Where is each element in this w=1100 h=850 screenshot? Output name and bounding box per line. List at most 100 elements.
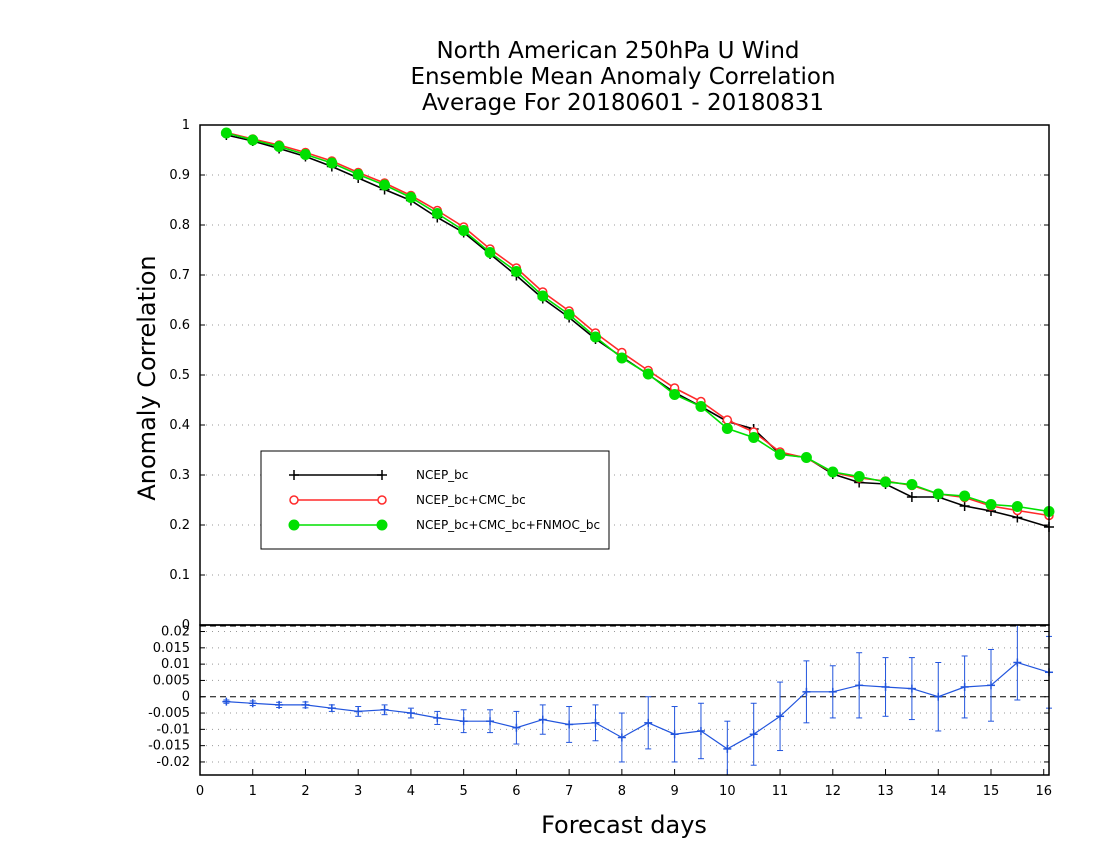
data-point bbox=[431, 208, 443, 219]
y-tick-label: 0.9 bbox=[169, 168, 190, 183]
y-tick-label: 0.015 bbox=[153, 641, 190, 656]
title-line-3: Average For 20180601 - 20180831 bbox=[422, 90, 824, 116]
x-tick-label: 9 bbox=[670, 784, 678, 799]
data-point bbox=[617, 733, 626, 742]
data-point bbox=[326, 157, 338, 169]
y-tick-label: 0.02 bbox=[161, 625, 190, 640]
data-point bbox=[774, 449, 786, 460]
data-point bbox=[563, 309, 575, 320]
data-point bbox=[985, 499, 997, 510]
data-point bbox=[538, 715, 547, 724]
x-tick-label: 13 bbox=[877, 784, 894, 799]
legend-marker bbox=[289, 495, 299, 505]
data-point bbox=[433, 713, 442, 722]
y-tick-label: 0 bbox=[182, 690, 190, 705]
x-tick-label: 7 bbox=[565, 784, 573, 799]
data-point bbox=[853, 471, 865, 482]
y-tick-label: 0.5 bbox=[169, 368, 190, 383]
data-point bbox=[1011, 501, 1023, 512]
data-point bbox=[379, 179, 391, 191]
data-point bbox=[301, 700, 310, 709]
y-tick-label: 0.8 bbox=[169, 218, 190, 233]
data-point bbox=[932, 488, 944, 500]
data-point bbox=[486, 717, 495, 726]
data-point bbox=[827, 466, 839, 478]
data-point bbox=[644, 718, 653, 727]
data-point bbox=[220, 127, 232, 139]
data-point bbox=[642, 368, 654, 380]
y-tick-label: 0 bbox=[182, 618, 190, 633]
y-axis-label: Anomaly Correlation bbox=[133, 255, 161, 500]
data-point bbox=[959, 490, 971, 502]
legend-label: NCEP_bc+CMC_bc bbox=[416, 493, 526, 507]
data-point bbox=[459, 717, 468, 726]
data-point bbox=[565, 720, 574, 729]
difference-panel: -0.02-0.015-0.01-0.00500.0050.010.0150.0… bbox=[148, 624, 1053, 799]
difference-plot-frame bbox=[199, 624, 1050, 776]
x-tick-label: 8 bbox=[618, 784, 626, 799]
data-point bbox=[405, 192, 417, 203]
data-point bbox=[670, 730, 679, 739]
data-point bbox=[589, 331, 601, 343]
x-tick-label: 4 bbox=[407, 784, 415, 799]
data-point bbox=[721, 423, 733, 434]
data-point bbox=[934, 692, 943, 701]
data-point bbox=[906, 479, 918, 490]
y-tick-label: -0.01 bbox=[156, 722, 190, 737]
x-tick-label: 2 bbox=[301, 784, 309, 799]
title-line-2: Ensemble Mean Anomaly Correlation bbox=[410, 64, 835, 90]
data-point bbox=[247, 134, 259, 146]
legend-marker bbox=[377, 495, 387, 505]
data-point bbox=[960, 682, 969, 691]
chart-title: North American 250hPa U Wind Ensemble Me… bbox=[410, 38, 835, 116]
data-point bbox=[406, 709, 415, 718]
y-tick-label: 0.005 bbox=[153, 673, 190, 688]
data-point bbox=[299, 149, 311, 160]
legend-marker bbox=[288, 519, 300, 531]
data-point bbox=[959, 501, 970, 511]
x-tick-label: 12 bbox=[825, 784, 842, 799]
data-point bbox=[986, 681, 995, 690]
data-point bbox=[802, 687, 811, 696]
data-point bbox=[352, 169, 364, 180]
x-tick-label: 16 bbox=[1035, 784, 1052, 799]
data-point bbox=[616, 352, 628, 364]
data-point bbox=[354, 707, 363, 716]
data-point bbox=[222, 697, 231, 706]
data-point bbox=[723, 744, 732, 753]
data-point bbox=[696, 726, 705, 735]
legend-marker bbox=[376, 519, 388, 531]
x-tick-label: 15 bbox=[983, 784, 1000, 799]
x-axis-label: Forecast days bbox=[541, 811, 707, 839]
data-point bbox=[800, 452, 812, 463]
x-tick-label: 5 bbox=[460, 784, 468, 799]
y-tick-label: -0.02 bbox=[156, 755, 190, 770]
series-line bbox=[226, 661, 1050, 750]
data-point bbox=[1013, 658, 1022, 667]
data-point bbox=[748, 432, 760, 443]
y-tick-label: 0.7 bbox=[169, 268, 190, 283]
main-panel: 0 0.1 0.2 0.3 0.4 0.5 0.6 0.7 0.8 0.9 1 bbox=[169, 118, 1055, 633]
data-point bbox=[669, 389, 681, 400]
data-point bbox=[275, 700, 284, 709]
data-point bbox=[722, 415, 733, 425]
data-point bbox=[512, 723, 521, 732]
data-point bbox=[591, 718, 600, 727]
data-point bbox=[248, 699, 257, 708]
legend-marker bbox=[289, 470, 299, 480]
y-tick-label: 0.2 bbox=[169, 518, 190, 533]
data-point bbox=[828, 687, 837, 696]
legend-label: NCEP_bc+CMC_bc+FNMOC_bc bbox=[416, 518, 600, 532]
data-point bbox=[855, 681, 864, 690]
x-tick-label: 14 bbox=[930, 784, 947, 799]
title-line-1: North American 250hPa U Wind bbox=[436, 38, 799, 64]
y-tick-label: 0.1 bbox=[169, 568, 190, 583]
data-point bbox=[327, 704, 336, 713]
data-point bbox=[273, 141, 285, 152]
y-tick-label: 0.3 bbox=[169, 468, 190, 483]
difference-series bbox=[222, 624, 1053, 776]
data-point bbox=[537, 290, 549, 302]
legend-item: NCEP_bc+CMC_bc+FNMOC_bc bbox=[288, 518, 600, 532]
legend-marker bbox=[377, 470, 387, 480]
